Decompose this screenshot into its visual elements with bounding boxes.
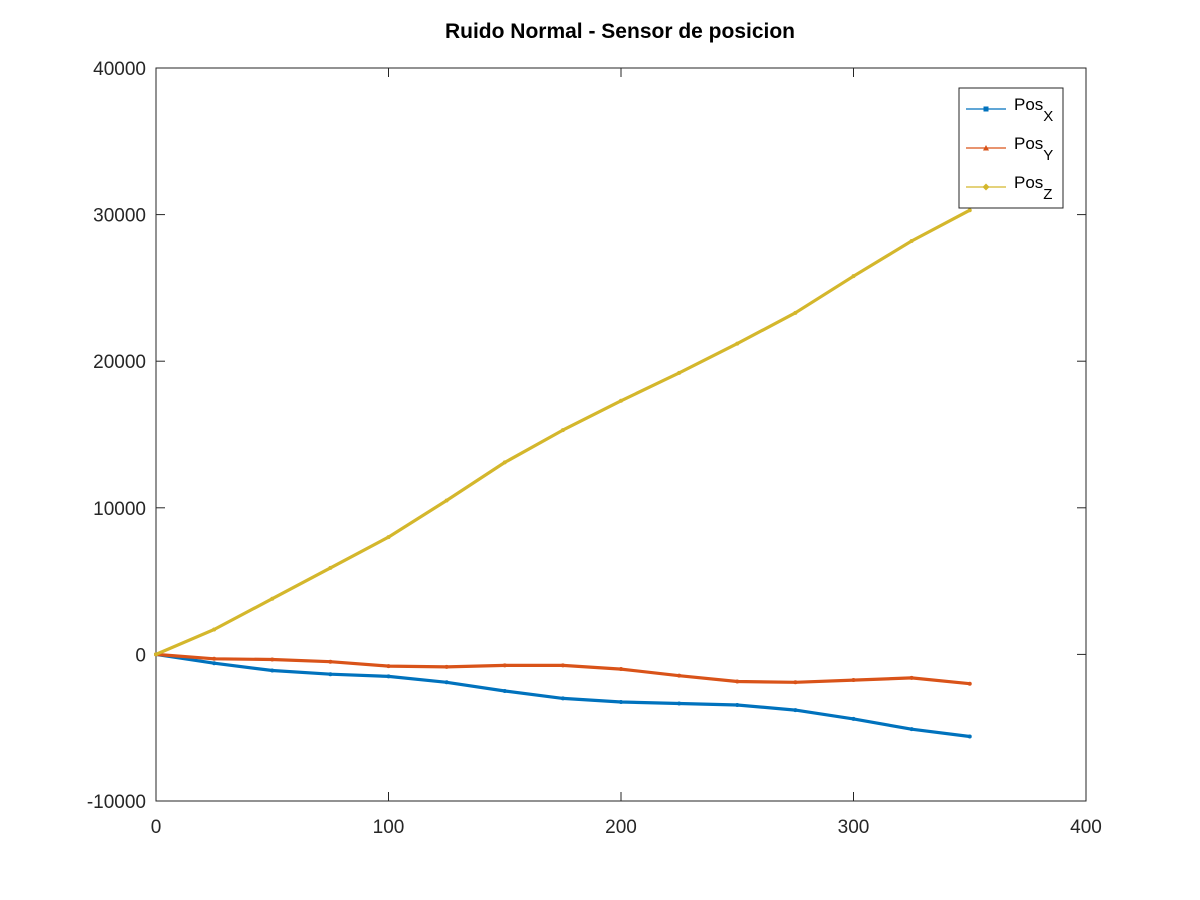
legend-marker (983, 106, 989, 112)
series-pos-z (154, 208, 972, 657)
data-point (328, 565, 333, 570)
data-point (735, 341, 740, 346)
legend-item-pos-y: PosY (966, 134, 1053, 164)
data-point (212, 656, 217, 661)
data-point (619, 398, 623, 403)
data-point (677, 673, 682, 678)
data-point (560, 663, 565, 668)
data-point (328, 659, 333, 664)
data-point (560, 696, 565, 701)
data-point (793, 310, 798, 315)
data-point (386, 674, 391, 679)
data-point (619, 700, 623, 705)
data-point (619, 667, 623, 672)
data-point (793, 708, 798, 713)
data-point (212, 627, 217, 632)
data-point (270, 668, 275, 673)
data-point (444, 498, 449, 503)
legend-label: PosY (1014, 134, 1053, 164)
data-point (386, 535, 391, 540)
y-tick-label: 30000 (93, 206, 146, 227)
x-tick-label: 0 (151, 817, 162, 838)
x-tick-label: 100 (373, 817, 405, 838)
data-point (909, 675, 914, 680)
legend-item-pos-x: PosX (966, 95, 1053, 125)
plot-area (155, 67, 1087, 802)
y-tick-label: 0 (135, 645, 146, 666)
y-tick-label: 20000 (93, 352, 146, 373)
data-point (270, 657, 275, 662)
data-point (967, 681, 972, 686)
data-point (793, 680, 798, 685)
data-point (909, 727, 914, 732)
data-point (735, 702, 740, 707)
legend-marker (983, 145, 989, 151)
data-point (502, 663, 507, 668)
data-point (212, 661, 217, 666)
data-point (444, 680, 449, 685)
data-point (154, 652, 158, 657)
x-tick-label: 400 (1070, 817, 1102, 838)
y-tick-label: 40000 (93, 59, 146, 80)
data-point (386, 664, 391, 669)
data-point (502, 689, 507, 694)
chart-title: Ruido Normal - Sensor de posicion (444, 20, 796, 43)
legend-label: PosX (1014, 95, 1053, 125)
data-point (909, 238, 914, 243)
data-point (502, 460, 507, 465)
legend: PosX PosY PosZ (958, 87, 1064, 209)
data-point (677, 701, 682, 706)
legend-item-pos-z: PosZ (966, 173, 1052, 203)
series-pos-y (154, 652, 972, 686)
data-point (851, 678, 856, 683)
y-tick-label: 10000 (93, 499, 146, 520)
data-point (444, 664, 449, 669)
data-point (967, 734, 972, 739)
data-point (328, 672, 333, 677)
x-tick-label: 300 (838, 817, 870, 838)
y-tick-label: -10000 (87, 792, 146, 813)
data-point (851, 716, 856, 721)
data-point (967, 208, 972, 213)
legend-marker (982, 183, 990, 191)
data-point (735, 679, 740, 684)
data-point (851, 274, 856, 279)
legend-label: PosZ (1014, 173, 1052, 203)
data-point (677, 370, 682, 375)
data-point (270, 596, 275, 601)
data-point (560, 428, 565, 433)
x-tick-label: 200 (605, 817, 637, 838)
series-layer (154, 208, 972, 739)
